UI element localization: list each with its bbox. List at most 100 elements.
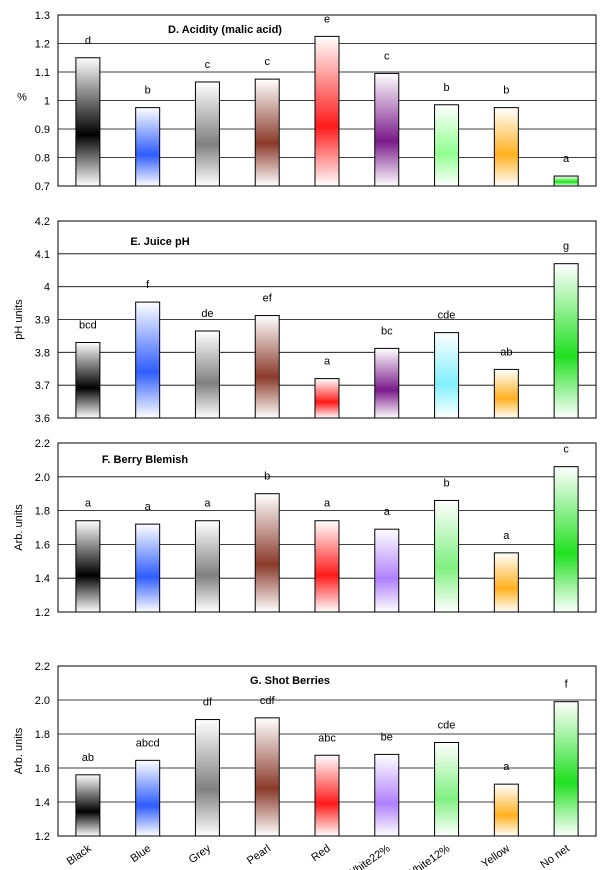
- y-tick-label: 2.2: [35, 661, 50, 673]
- significance-letter: a: [503, 530, 510, 542]
- bar: [374, 753, 400, 837]
- x-tick-label: Black: [65, 842, 94, 868]
- significance-letter: a: [324, 498, 331, 510]
- significance-letter: a: [85, 498, 92, 510]
- y-tick-label: 2.0: [35, 695, 50, 707]
- panel-title: E. Juice pH: [130, 236, 189, 248]
- y-tick-label: 1.2: [35, 607, 50, 619]
- significance-letter: f: [565, 679, 569, 691]
- significance-letter: bc: [381, 325, 393, 337]
- y-tick-label: 1.8: [35, 506, 50, 518]
- bar: [434, 499, 460, 613]
- bar: [553, 466, 579, 613]
- y-tick-label: 0.9: [35, 124, 50, 136]
- bar: [374, 528, 400, 613]
- significance-letter: ab: [500, 346, 512, 358]
- bar: [553, 701, 579, 837]
- x-tick-label: Blue: [128, 843, 153, 865]
- y-tick-label: 2.2: [35, 438, 50, 450]
- bar: [254, 717, 280, 837]
- panel-title: F. Berry Blemish: [102, 454, 188, 466]
- bar: [254, 315, 280, 419]
- y-tick-label: 1.2: [35, 39, 50, 51]
- significance-letter: b: [503, 85, 509, 97]
- bar: [314, 35, 340, 187]
- x-tick-label: No net: [538, 843, 571, 870]
- significance-letter: bcd: [79, 319, 97, 331]
- y-tick-label: 0.8: [35, 153, 50, 165]
- significance-letter: f: [146, 279, 150, 291]
- significance-letter: a: [204, 498, 211, 510]
- bar: [374, 72, 400, 187]
- y-tick-label: 4: [44, 282, 50, 294]
- significance-letter: g: [563, 241, 569, 253]
- y-tick-label: 3.7: [35, 380, 50, 392]
- bar: [135, 301, 161, 419]
- significance-letter: ab: [82, 752, 94, 764]
- bar: [493, 368, 519, 419]
- significance-letter: a: [384, 506, 391, 518]
- significance-letter: a: [145, 501, 152, 513]
- y-tick-label: 1.2: [35, 831, 50, 843]
- y-axis-label: pH units: [13, 299, 25, 340]
- y-tick-label: 1.1: [35, 67, 50, 79]
- y-tick-label: 4.2: [35, 216, 50, 228]
- bar: [194, 330, 220, 419]
- y-tick-label: 1: [44, 96, 50, 108]
- bar: [194, 520, 220, 613]
- bar: [493, 552, 519, 613]
- bar: [434, 332, 460, 419]
- y-tick-label: 1.4: [35, 573, 50, 585]
- x-tick-label: Pearl: [245, 843, 273, 868]
- x-tick-label: White22%: [345, 843, 393, 870]
- significance-letter: c: [384, 50, 390, 62]
- significance-letter: a: [563, 153, 570, 165]
- bar: [553, 175, 579, 187]
- bar: [194, 81, 220, 187]
- significance-letter: e: [324, 13, 330, 25]
- significance-letter: b: [264, 471, 270, 483]
- significance-letter: ef: [263, 293, 273, 305]
- panel-title: D. Acidity (malic acid): [168, 24, 282, 36]
- bar: [314, 754, 340, 837]
- y-tick-label: 3.9: [35, 315, 50, 327]
- bar: [194, 719, 220, 837]
- y-tick-label: 2.0: [35, 472, 50, 484]
- x-tick-label: Grey: [187, 842, 214, 866]
- bar: [135, 107, 161, 187]
- y-tick-label: 0.7: [35, 181, 50, 193]
- y-axis-label: Arb. units: [13, 504, 25, 551]
- significance-letter: c: [205, 59, 211, 71]
- significance-letter: c: [563, 444, 569, 456]
- y-tick-label: 1.4: [35, 797, 50, 809]
- significance-letter: d: [85, 35, 91, 47]
- y-axis-label: %: [17, 92, 27, 104]
- bar: [314, 378, 340, 419]
- significance-letter: c: [264, 56, 270, 68]
- bar: [314, 520, 340, 613]
- significance-letter: df: [203, 697, 213, 709]
- significance-letter: be: [381, 731, 393, 743]
- bar: [493, 783, 519, 837]
- significance-letter: cdf: [260, 695, 276, 707]
- bar: [75, 341, 101, 419]
- y-tick-label: 4.1: [35, 249, 50, 261]
- panel-title: G. Shot Berries: [250, 675, 330, 687]
- x-tick-label: Red: [309, 843, 332, 864]
- y-tick-label: 1.3: [35, 10, 50, 22]
- bar: [434, 742, 460, 837]
- significance-letter: cde: [438, 310, 456, 322]
- bar: [254, 78, 280, 187]
- significance-letter: abc: [318, 732, 336, 744]
- significance-letter: b: [443, 82, 449, 94]
- significance-letter: cde: [438, 720, 456, 732]
- bar: [135, 523, 161, 613]
- y-tick-label: 3.6: [35, 413, 50, 425]
- x-tick-label: White12%: [404, 843, 452, 870]
- significance-letter: de: [201, 308, 213, 320]
- y-tick-label: 1.6: [35, 539, 50, 551]
- bar: [135, 759, 161, 837]
- y-tick-label: 1.6: [35, 763, 50, 775]
- bar: [553, 263, 579, 419]
